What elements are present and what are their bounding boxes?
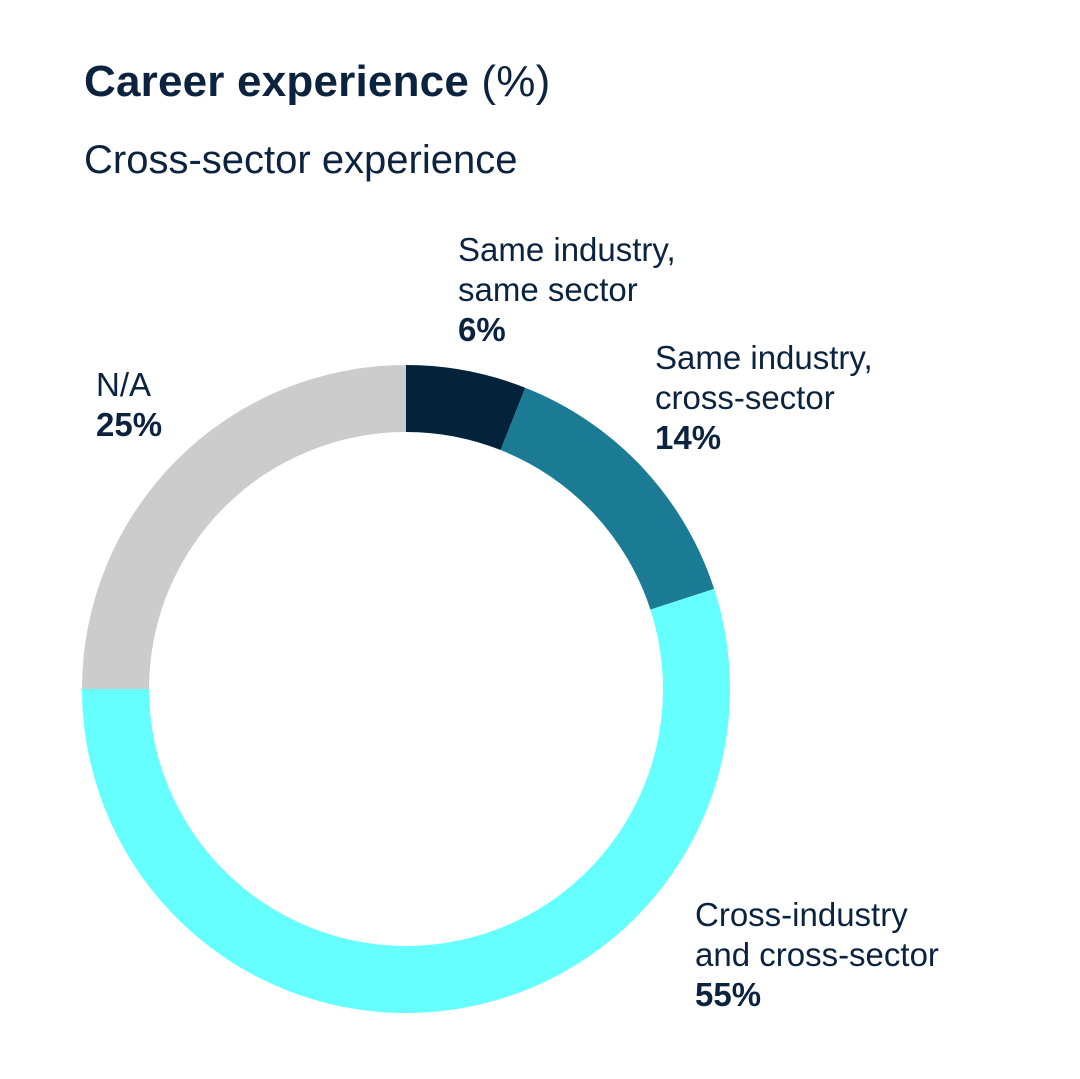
slice-label-line: same sector (458, 271, 638, 308)
slice-label-line: Same industry, (458, 231, 676, 268)
donut-slice-3 (82, 365, 406, 689)
donut-slice-0 (406, 365, 526, 451)
slice-value-label: 25% (96, 406, 163, 443)
slice-label-same-industry-cross-sector: Same industry, cross-sector 14% (655, 338, 873, 458)
slice-label-line: Same industry, (655, 339, 873, 376)
slice-label-same-industry-same-sector: Same industry, same sector 6% (458, 230, 676, 350)
chart-title-unit: (%) (481, 57, 551, 106)
slice-label-cross-industry-cross-sector: Cross-industry and cross-sector 55% (695, 895, 939, 1015)
donut-slice-1 (500, 387, 715, 610)
slice-value-label: 14% (655, 419, 722, 456)
slice-label-na: N/A 25% (96, 365, 162, 445)
slice-value-label: 6% (458, 311, 506, 348)
slice-label-line: Cross-industry (695, 896, 908, 933)
chart-title-text: Career experience (84, 57, 469, 106)
slice-label-line: cross-sector (655, 379, 835, 416)
chart-title: Career experience (%) (84, 52, 550, 112)
slice-value-label: 55% (695, 976, 762, 1013)
chart-subtitle: Cross-sector experience (84, 138, 518, 182)
donut-slices (82, 365, 730, 1013)
slice-label-line: and cross-sector (695, 936, 939, 973)
slice-label-line: N/A (96, 366, 152, 403)
donut-slice-2 (82, 588, 730, 1013)
